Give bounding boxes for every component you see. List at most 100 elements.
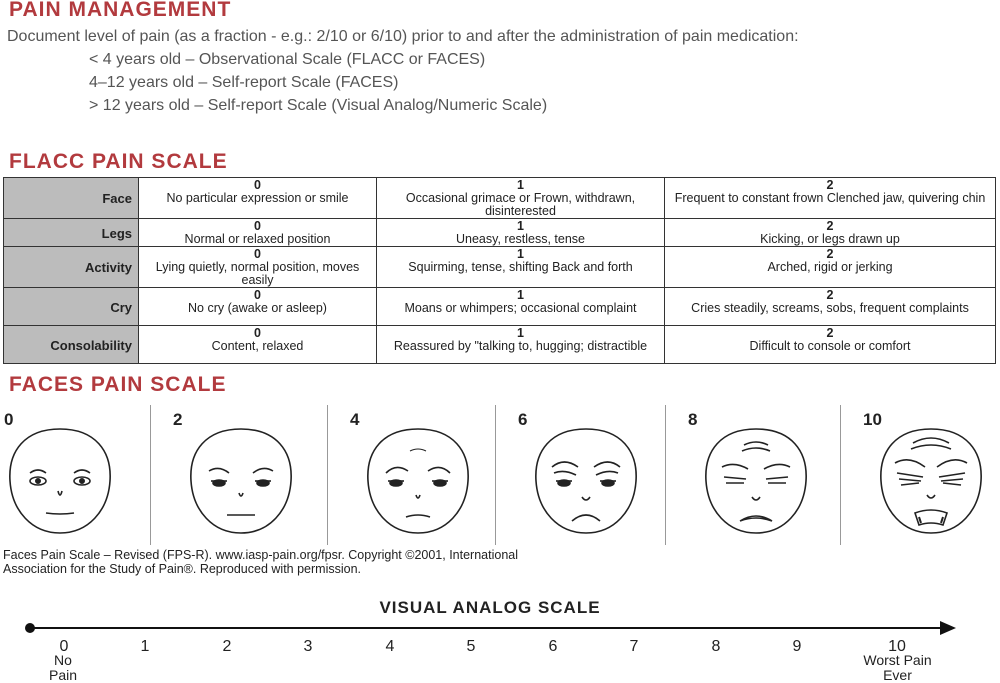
face-score: 8: [688, 410, 698, 429]
vas-tick-label: 6: [548, 638, 558, 655]
face-drawing-icon: [705, 428, 807, 534]
flacc-cell: 0 No cry (awake or asleep): [138, 287, 377, 326]
flacc-table: Face 0 No particular expression or smile 1 O…: [3, 177, 996, 364]
flacc-description: Occasional grimace or Frown, withdrawn, …: [405, 191, 636, 218]
flacc-category: Legs: [3, 218, 139, 247]
face-8: 8: [665, 405, 841, 545]
flacc-description: Squirming, tense, shifting Back and fort…: [408, 260, 633, 274]
flacc-row-cry: Cry 0 No cry (awake or asleep) 1 Moans or wh…: [3, 287, 996, 326]
vas-tick-label: 9: [792, 638, 802, 655]
vas-low-label-1: No: [54, 652, 72, 668]
flacc-description: Frequent to constant frown Clenched jaw,…: [674, 191, 986, 205]
flacc-score: 1: [517, 288, 524, 302]
flacc-cell: 2 Difficult to console or comfort: [664, 325, 996, 364]
vas-tick-label: 1: [140, 638, 150, 655]
flacc-score: 1: [517, 326, 524, 340]
flacc-score: 1: [517, 247, 524, 261]
flacc-category: Activity: [3, 246, 139, 288]
flacc-description: Arched, rigid or jerking: [767, 260, 893, 274]
flacc-row-activity: Activity 0 Lying quietly, normal position,…: [3, 246, 996, 288]
flacc-cell: 1 Moans or whimpers; occasional complaint: [376, 287, 665, 326]
face-4: 4: [327, 405, 496, 545]
flacc-description: Reassured by "talking to, hugging; distr…: [393, 339, 648, 353]
face-drawing-icon: [880, 428, 982, 534]
flacc-category: Cry: [3, 287, 139, 326]
face-2: 2: [150, 405, 328, 545]
flacc-cell: 0 No particular expression or smile: [138, 177, 377, 219]
vas-low-label-2: Pain: [48, 667, 78, 683]
flacc-score: 2: [826, 178, 834, 192]
flacc-cell: 1 Squirming, tense, shifting Back and for…: [376, 246, 665, 288]
pain-management-title: PAIN MANAGEMENT: [9, 0, 232, 21]
flacc-description: Normal or relaxed position: [184, 232, 331, 246]
flacc-row-legs: Legs 0 Normal or relaxed position 1 Uneasy, …: [3, 218, 996, 247]
age-line-under-4: < 4 years old – Observational Scale (FLA…: [89, 51, 486, 68]
pain-management-intro: Document level of pain (as a fraction - …: [7, 25, 799, 117]
vas-arrowhead: [940, 621, 956, 635]
flacc-cell: 2 Cries steadily, screams, sobs, frequent…: [664, 287, 996, 326]
vas-line: [25, 621, 956, 635]
faces-credit: Faces Pain Scale – Revised (FPS-R). www.…: [3, 548, 518, 576]
flacc-description: Kicking, or legs drawn up: [760, 232, 900, 246]
vas-tick-label: 3: [303, 638, 313, 655]
face-score: 6: [518, 410, 528, 429]
flacc-cell: 1 Reassured by "talking to, hugging; dist…: [376, 325, 665, 364]
vas-high-label: Worst Pain Ever: [840, 653, 955, 683]
flacc-cell: 0 Lying quietly, normal position, moves e…: [138, 246, 377, 288]
face-score: 4: [350, 410, 360, 429]
flacc-score: 0: [254, 178, 261, 192]
flacc-row-consolability: Consolability 0 Content, relaxed 1 Reassured…: [3, 325, 996, 364]
flacc-row-face: Face 0 No particular expression or smile 1 O…: [3, 177, 996, 219]
flacc-cell: 0 Normal or relaxed position: [138, 218, 377, 247]
flacc-description: Moans or whimpers; occasional complaint: [404, 301, 637, 315]
flacc-description: Lying quietly, normal position, moves ea…: [155, 260, 360, 287]
credit-line-2: Association for the Study of Pain®. Repr…: [3, 562, 362, 576]
face-score: 0: [4, 410, 14, 429]
face-score: 2: [173, 410, 183, 429]
vas-tick-label: 7: [629, 638, 639, 655]
flacc-score: 2: [826, 288, 834, 302]
age-line-4-12: 4–12 years old – Self-report Scale (FACE…: [89, 74, 399, 91]
flacc-description: Uneasy, restless, tense: [456, 232, 585, 246]
flacc-score: 0: [254, 219, 261, 233]
face-score: 10: [863, 410, 882, 429]
flacc-description: No particular expression or smile: [166, 191, 349, 205]
flacc-category: Consolability: [3, 325, 139, 364]
vas-high-label-2: Ever: [883, 667, 912, 683]
flacc-cell: 2 Kicking, or legs drawn up: [664, 218, 996, 247]
face-0: 0: [0, 405, 150, 545]
faces-title: FACES PAIN SCALE: [9, 373, 227, 396]
intro-text: Document level of pain (as a fraction - …: [7, 28, 799, 45]
flacc-score: 2: [826, 247, 834, 261]
flacc-score: 2: [826, 326, 834, 340]
flacc-score: 2: [826, 219, 834, 233]
flacc-cell: 2 Frequent to constant frown Clenched jaw…: [664, 177, 996, 219]
flacc-description: Content, relaxed: [211, 339, 304, 353]
flacc-score: 1: [517, 178, 524, 192]
face-drawing-icon: [9, 428, 111, 534]
vas-tick-label: 10: [888, 638, 906, 655]
age-line-over-12: > 12 years old – Self-report Scale (Visu…: [89, 97, 548, 114]
credit-line-1: Faces Pain Scale – Revised (FPS-R). www.…: [3, 548, 519, 562]
flacc-score: 0: [254, 326, 261, 340]
flacc-title: FLACC PAIN SCALE: [9, 150, 228, 173]
flacc-cell: 1 Occasional grimace or Frown, withdrawn,…: [376, 177, 665, 219]
face-6: 6: [495, 405, 666, 545]
flacc-score: 0: [254, 247, 261, 261]
faces-scale: 0 2 4 6 8 10: [0, 405, 1000, 545]
flacc-cell: 1 Uneasy, restless, tense: [376, 218, 665, 247]
vas-title: VISUAL ANALOG SCALE: [379, 598, 601, 617]
flacc-cell: 0 Content, relaxed: [138, 325, 377, 364]
vas-tick-label: 0: [59, 638, 69, 655]
vas-high-label-1: Worst Pain: [863, 652, 932, 668]
vas-tick-label: 2: [222, 638, 232, 655]
vas-tick-label: 8: [711, 638, 721, 655]
flacc-description: Difficult to console or comfort: [749, 339, 911, 353]
flacc-score: 1: [517, 219, 524, 233]
face-drawing-icon: [190, 428, 292, 534]
flacc-score: 0: [254, 288, 261, 302]
flacc-description: Cries steadily, screams, sobs, frequent …: [691, 301, 969, 315]
face-drawing-icon: [535, 428, 637, 534]
flacc-description: No cry (awake or asleep): [188, 301, 327, 315]
vas-tick-label: 4: [385, 638, 395, 655]
